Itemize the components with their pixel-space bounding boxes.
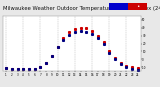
Text: •: • xyxy=(136,4,139,9)
Text: Milwaukee Weather Outdoor Temperature vs Heat Index (24 Hours): Milwaukee Weather Outdoor Temperature vs… xyxy=(3,6,160,11)
